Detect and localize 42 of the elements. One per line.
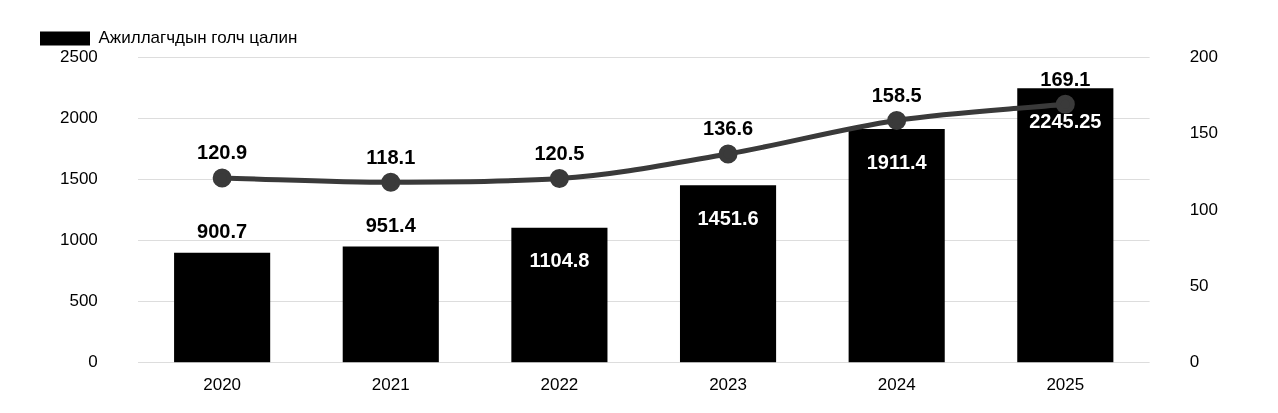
- y-tick-label: 1000: [59, 230, 98, 250]
- y2-tick-label: 50: [1189, 276, 1209, 296]
- y2-tick-label: 100: [1189, 199, 1219, 219]
- point: [381, 172, 401, 192]
- data-label: 158.5: [871, 83, 922, 106]
- y-tick-label: 2000: [59, 107, 98, 127]
- x-tick-label: 2021: [371, 374, 410, 394]
- y-tick-label: 1500: [59, 169, 98, 189]
- data-label: 169.1: [1040, 67, 1091, 90]
- x-tick-label: 2023: [709, 374, 747, 394]
- point: [1055, 94, 1075, 114]
- bar: [679, 185, 777, 363]
- data-label: 1451.6: [697, 206, 759, 229]
- x-tick-label: 2025: [1046, 374, 1085, 394]
- data-label: 118.1: [366, 145, 416, 168]
- legend-label: Ажиллагчдын голч цалин: [98, 28, 298, 48]
- point: [718, 144, 738, 164]
- x-tick-label: 2020: [203, 374, 242, 394]
- y2-tick-label: 150: [1189, 123, 1219, 143]
- y-tick-label: 500: [69, 291, 98, 311]
- bar: [848, 129, 945, 363]
- point: [212, 168, 232, 188]
- data-label: 136.6: [703, 117, 754, 140]
- data-label: 1104.8: [529, 249, 590, 272]
- data-label: 120.9: [197, 141, 248, 164]
- bar: [511, 227, 608, 363]
- x-tick-label: 2022: [540, 374, 579, 394]
- bar: [342, 246, 439, 363]
- bar: [1017, 88, 1114, 363]
- x-tick-label: 2024: [877, 374, 916, 394]
- y2-tick-label: 200: [1189, 46, 1219, 66]
- y-tick-label: 2500: [59, 46, 98, 66]
- data-label: 951.4: [365, 213, 417, 236]
- y2-tick-label: 0: [1189, 352, 1200, 372]
- data-label: 1911.4: [866, 150, 928, 173]
- point: [549, 169, 569, 189]
- data-label: 120.5: [534, 142, 585, 165]
- bar: [174, 252, 271, 363]
- data-label: 900.7: [197, 220, 248, 243]
- data-label: 2245.25: [1029, 109, 1102, 132]
- point: [887, 110, 907, 130]
- y-tick-label: 0: [88, 352, 98, 372]
